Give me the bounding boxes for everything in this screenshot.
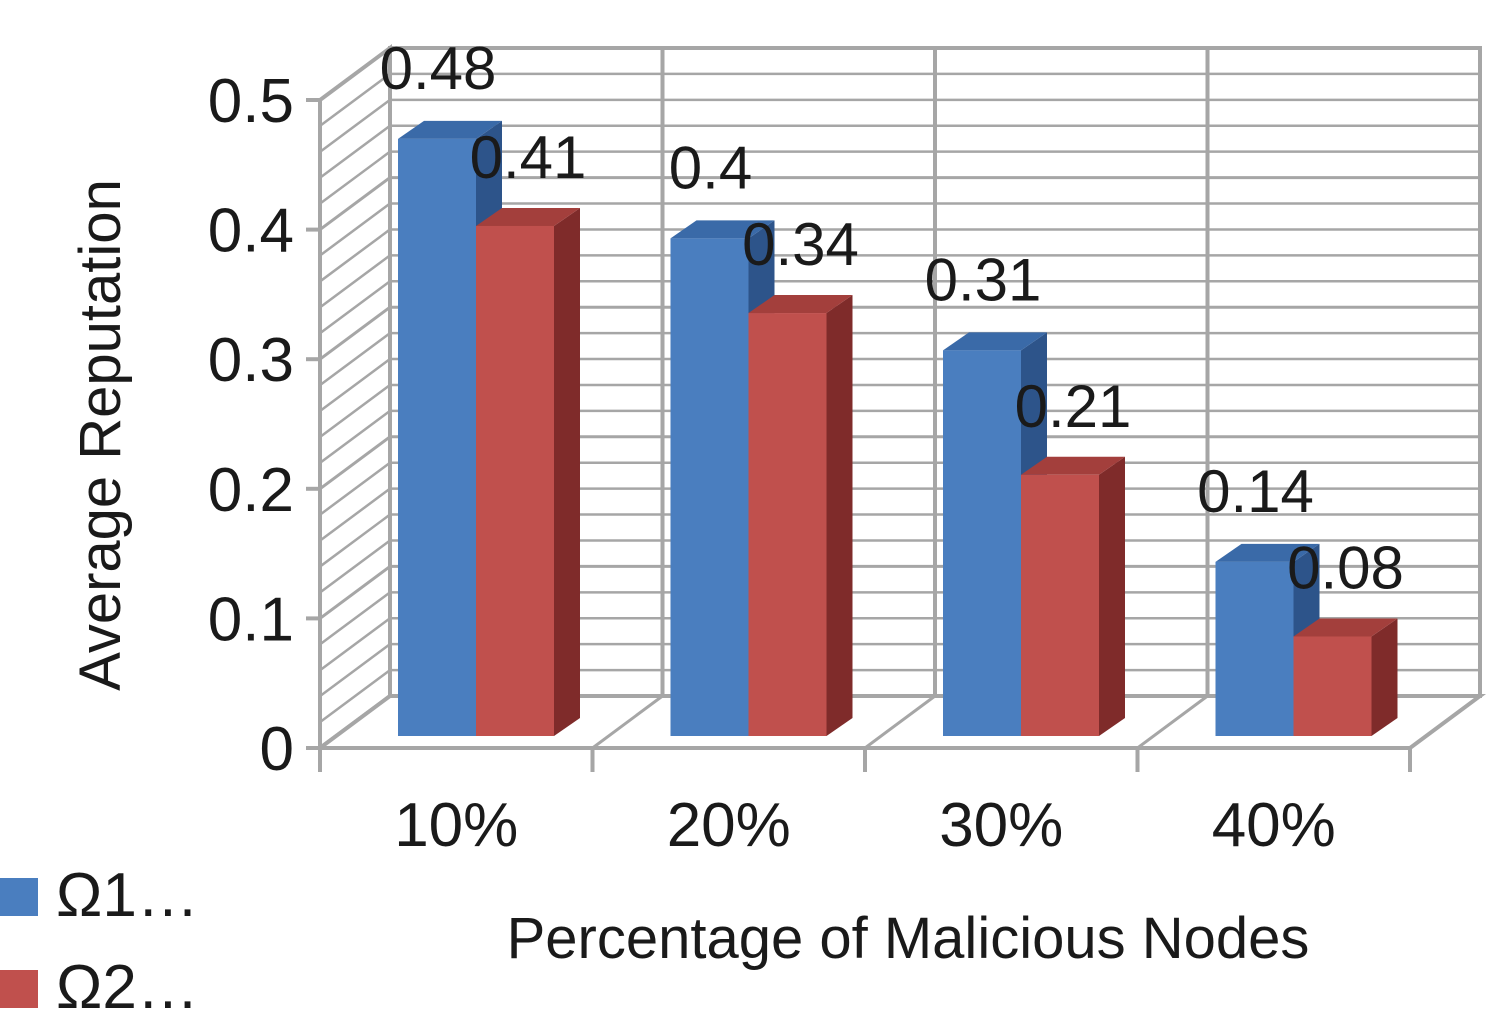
gridline-side [319, 228, 391, 283]
data-label: 0.41 [470, 124, 587, 191]
x-axis-label: Percentage of Malicious Nodes [507, 906, 1310, 971]
data-label: 0.4 [669, 134, 752, 201]
y-tick-label: 0.4 [208, 197, 294, 266]
bar-front [1021, 474, 1099, 736]
bar-2-20pct [748, 295, 853, 736]
gridline-side [319, 643, 391, 698]
bar-2-40pct [1293, 618, 1398, 736]
gridline-side [319, 176, 391, 231]
gridline-side [319, 280, 391, 335]
bar-side [1371, 618, 1398, 736]
gridline-side [319, 409, 391, 464]
y-tick-label: 0 [260, 715, 294, 784]
gridline-side [319, 565, 391, 620]
gridline-side [319, 617, 391, 672]
floor-divider [591, 694, 664, 750]
y-tick-label: 0.5 [208, 67, 294, 136]
gridline-side [319, 669, 391, 724]
bar-top [943, 332, 1047, 351]
bar-side [826, 295, 853, 736]
bar-front [476, 225, 554, 736]
y-axis-label: Average Reputation [68, 179, 133, 691]
gridline-side [319, 332, 391, 387]
floor-divider [864, 694, 936, 750]
legend-label: Ω2… [56, 953, 199, 1022]
data-label: 0.21 [1015, 373, 1132, 440]
gridline-side [319, 98, 391, 153]
y-tick-label: 0.1 [208, 585, 294, 654]
bar-front [398, 138, 476, 736]
bar-top [1293, 618, 1398, 637]
gridline-side [319, 513, 391, 568]
gridline-side [319, 202, 391, 257]
bar-top [1215, 543, 1320, 562]
bar-front [748, 313, 827, 736]
x-tick-label: 40% [1212, 791, 1336, 860]
bar-top [748, 295, 853, 314]
gridline-side [319, 383, 391, 438]
bar-top [670, 220, 775, 239]
gridline-side [319, 254, 391, 309]
gridline-side [319, 358, 391, 413]
y-tick-label: 0.2 [208, 456, 294, 525]
gridline-side [319, 487, 391, 542]
bar-top [476, 207, 580, 226]
bar-front [943, 350, 1021, 736]
bar-front [1215, 561, 1294, 736]
bars [398, 120, 1398, 736]
legend-swatch [0, 970, 38, 1008]
legend: Ω1…Ω2… [0, 861, 199, 1022]
floor-divider [1136, 694, 1209, 750]
legend-swatch [0, 878, 38, 916]
data-label: 0.08 [1287, 534, 1404, 601]
bar-front [670, 238, 749, 736]
axes: 0 0.1 0.2 0.3 0.4 0.5 10% 20% 30% 40% [208, 67, 1412, 860]
x-tick-label: 10% [394, 791, 518, 860]
bar-2-30pct [1021, 456, 1125, 736]
bar-side [554, 207, 580, 736]
x-tick-label: 20% [667, 791, 791, 860]
gridline-side [319, 591, 391, 646]
bar-side [1099, 456, 1125, 736]
gridline-side [319, 305, 391, 361]
data-label: 0.31 [925, 246, 1042, 313]
data-label: 0.34 [742, 211, 859, 278]
gridline-side [319, 435, 391, 491]
legend-label: Ω1… [56, 861, 199, 930]
gridline-side [319, 72, 391, 127]
y-tick-label: 0.3 [208, 326, 294, 395]
data-label: 0.14 [1197, 458, 1314, 525]
data-labels: 0.48 0.41 0.4 0.34 0.31 0.21 0.14 0.08 [380, 35, 1404, 602]
x-tick-label: 30% [939, 791, 1063, 860]
gridline-side [319, 150, 391, 205]
bar-top [1021, 456, 1125, 475]
data-label: 0.48 [380, 35, 497, 102]
bar-front [1293, 636, 1372, 736]
gridline-side [319, 124, 391, 179]
bar-top [398, 120, 502, 139]
gridline-side [319, 539, 391, 594]
bar-2-10pct [476, 207, 580, 736]
gridline-side [319, 461, 391, 516]
